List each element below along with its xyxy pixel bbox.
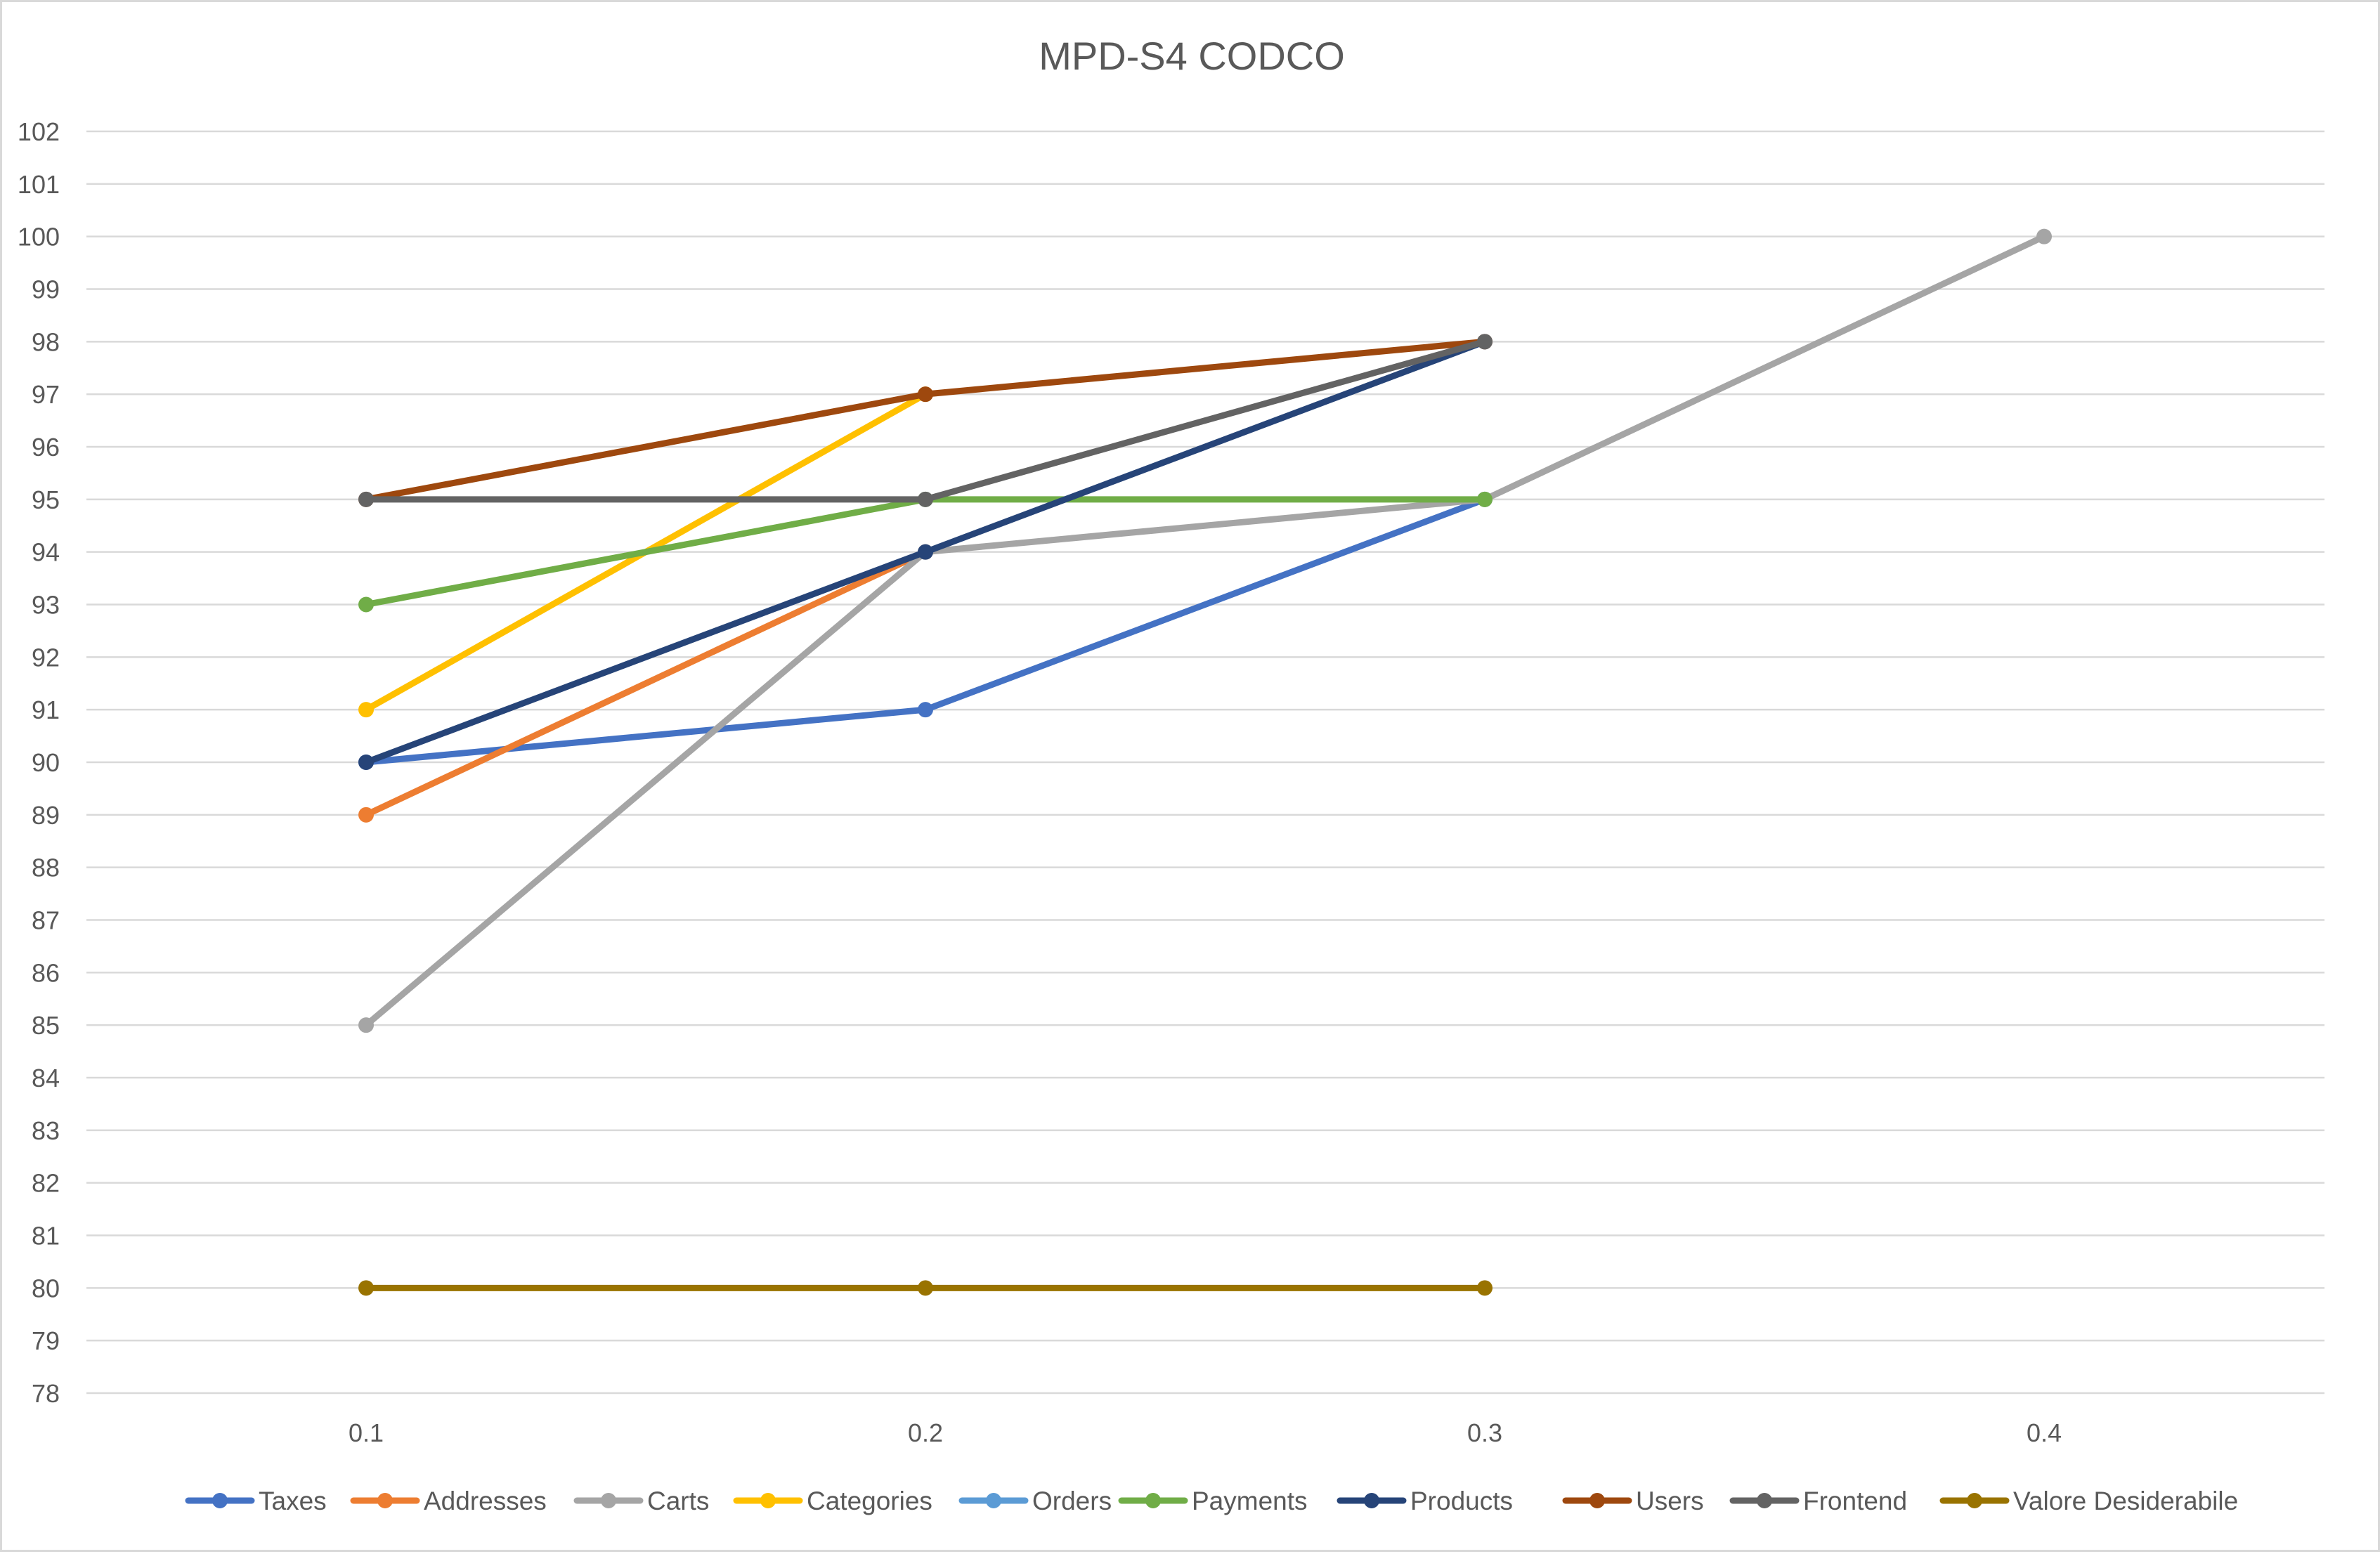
legend-label: Products bbox=[1410, 1487, 1513, 1515]
y-tick-label: 86 bbox=[32, 958, 60, 987]
legend-swatch-marker bbox=[1757, 1493, 1772, 1508]
series-line bbox=[363, 338, 1488, 503]
series-line bbox=[363, 496, 1488, 766]
y-tick-label: 81 bbox=[32, 1222, 60, 1251]
y-tick-label: 92 bbox=[32, 643, 60, 672]
legend-label: Frontend bbox=[1803, 1487, 1907, 1515]
legend-item: Addresses bbox=[350, 1487, 547, 1515]
legend: Taxes Addresses Carts Categories Orders Payme… bbox=[185, 1487, 2238, 1515]
series-line bbox=[363, 338, 1488, 503]
chart-title: MPD-S4 CODCO bbox=[1039, 34, 1345, 78]
legend-label: Taxes bbox=[259, 1487, 327, 1515]
legend-swatch-marker bbox=[1967, 1493, 1982, 1508]
y-tick-label: 78 bbox=[32, 1379, 60, 1408]
legend-swatch-marker bbox=[377, 1493, 393, 1508]
legend-swatch-marker bbox=[760, 1493, 776, 1508]
series-taxes bbox=[358, 491, 1493, 770]
data-point bbox=[2036, 228, 2052, 244]
x-tick-label: 0.1 bbox=[349, 1418, 384, 1447]
series-valore-desiderabile bbox=[358, 1280, 1493, 1296]
legend-swatch-marker bbox=[1364, 1493, 1379, 1508]
series-carts bbox=[358, 228, 2052, 1033]
data-point bbox=[358, 1280, 374, 1296]
legend-item: Orders bbox=[958, 1487, 1112, 1515]
legend-label: Categories bbox=[807, 1487, 932, 1515]
y-tick-label: 94 bbox=[32, 538, 60, 567]
legend-label: Payments bbox=[1192, 1487, 1308, 1515]
legend-swatch-marker bbox=[601, 1493, 616, 1508]
data-point bbox=[358, 596, 374, 613]
data-point bbox=[918, 544, 933, 560]
y-tick-label: 80 bbox=[32, 1274, 60, 1302]
series-users bbox=[358, 334, 1493, 507]
data-point bbox=[918, 702, 933, 718]
x-axis-tick-labels: 0.1 0.2 0.3 0.4 bbox=[349, 1418, 2062, 1447]
data-point bbox=[918, 491, 933, 507]
legend-item: Categories bbox=[733, 1487, 932, 1515]
legend-swatch-marker bbox=[212, 1493, 228, 1508]
y-tick-label: 100 bbox=[18, 223, 60, 252]
legend-label: Orders bbox=[1032, 1487, 1112, 1515]
data-point bbox=[358, 807, 374, 823]
legend-item: Payments bbox=[1118, 1487, 1308, 1515]
data-point bbox=[1477, 1280, 1493, 1296]
y-tick-label: 84 bbox=[32, 1064, 60, 1092]
legend-item: Users bbox=[1562, 1487, 1704, 1515]
legend-label: Valore Desiderabile bbox=[2013, 1487, 2238, 1515]
legend-label: Carts bbox=[647, 1487, 709, 1515]
legend-item: Valore Desiderabile bbox=[1939, 1487, 2238, 1515]
y-tick-label: 88 bbox=[32, 854, 60, 882]
y-tick-label: 99 bbox=[32, 275, 60, 304]
y-tick-label: 87 bbox=[32, 906, 60, 935]
y-tick-label: 90 bbox=[32, 748, 60, 777]
data-point bbox=[918, 1280, 933, 1296]
legend-item: Frontend bbox=[1729, 1487, 1907, 1515]
y-tick-label: 98 bbox=[32, 327, 60, 356]
data-point bbox=[1477, 491, 1493, 507]
legend-label: Addresses bbox=[424, 1487, 547, 1515]
y-tick-label: 79 bbox=[32, 1326, 60, 1355]
series-line bbox=[363, 233, 2048, 1029]
data-point bbox=[358, 702, 374, 718]
y-tick-label: 102 bbox=[18, 117, 60, 146]
data-point bbox=[358, 1017, 374, 1033]
y-tick-label: 85 bbox=[32, 1011, 60, 1040]
data-point bbox=[1477, 334, 1493, 350]
y-tick-label: 95 bbox=[32, 485, 60, 514]
y-tick-label: 83 bbox=[32, 1116, 60, 1145]
legend-swatch-marker bbox=[1145, 1493, 1161, 1508]
data-point bbox=[358, 755, 374, 770]
y-axis-tick-labels: 78 79 80 81 82 83 84 85 86 87 88 89 90 91 92 93 94 95 96 97… bbox=[18, 117, 60, 1408]
y-tick-label: 82 bbox=[32, 1169, 60, 1198]
legend-item: Products bbox=[1337, 1487, 1513, 1515]
legend-swatch-marker bbox=[1589, 1493, 1605, 1508]
legend-label: Users bbox=[1636, 1487, 1704, 1515]
x-tick-label: 0.4 bbox=[2027, 1418, 2062, 1447]
series-addresses bbox=[358, 544, 933, 823]
y-tick-label: 93 bbox=[32, 591, 60, 620]
series-lines bbox=[358, 228, 2052, 1296]
data-point bbox=[358, 491, 374, 507]
x-tick-label: 0.2 bbox=[908, 1418, 943, 1447]
y-tick-label: 97 bbox=[32, 380, 60, 409]
gridlines bbox=[86, 130, 2324, 1395]
y-tick-label: 91 bbox=[32, 696, 60, 724]
y-tick-label: 89 bbox=[32, 801, 60, 830]
legend-item: Taxes bbox=[185, 1487, 327, 1515]
x-tick-label: 0.3 bbox=[1467, 1418, 1502, 1447]
data-point bbox=[918, 386, 933, 403]
series-frontend bbox=[358, 334, 1493, 507]
y-tick-label: 101 bbox=[18, 170, 60, 199]
legend-swatch-marker bbox=[986, 1493, 1001, 1508]
y-tick-label: 96 bbox=[32, 433, 60, 462]
legend-item: Carts bbox=[573, 1487, 709, 1515]
series-line bbox=[363, 549, 929, 818]
